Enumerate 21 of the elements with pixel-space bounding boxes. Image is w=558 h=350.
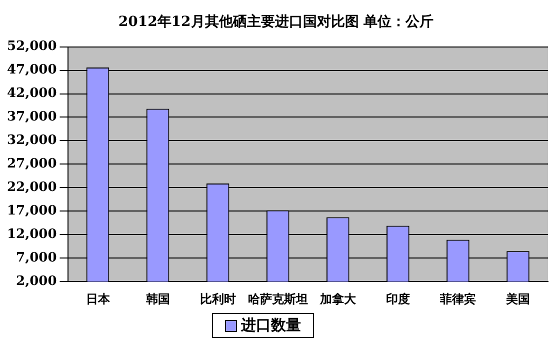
y-tick-label: 17,000 — [6, 204, 57, 219]
x-tick-label: 哈萨克斯坦 — [248, 292, 308, 306]
y-tick-label: 7,000 — [16, 250, 57, 266]
y-tick-label: 22,000 — [6, 180, 57, 196]
y-tick-label: 47,000 — [6, 62, 57, 78]
y-tick-label: 27,000 — [6, 156, 57, 172]
y-tick-label: 12,000 — [6, 227, 57, 242]
x-tick-label: 加拿大 — [318, 292, 357, 306]
x-tick-label: 美国 — [504, 292, 530, 306]
y-tick-label: 42,000 — [6, 86, 57, 102]
y-tick-label: 32,000 — [6, 133, 57, 148]
y-tick-label: 52,000 — [6, 39, 57, 54]
x-tick-label: 菲律宾 — [438, 292, 476, 306]
chart-title: 2012年12月其他硒主要进口国对比图 单位：公斤 — [118, 13, 434, 30]
y-tick-label: 2,000 — [16, 274, 57, 289]
x-tick-label: 印度 — [386, 292, 410, 306]
x-tick-label: 日本 — [86, 292, 111, 306]
x-tick-label: 比利时 — [200, 292, 236, 306]
y-tick-label: 37,000 — [6, 110, 57, 125]
x-tick-label: 韩国 — [144, 292, 170, 306]
legend-label: 进口数量 — [241, 316, 301, 335]
